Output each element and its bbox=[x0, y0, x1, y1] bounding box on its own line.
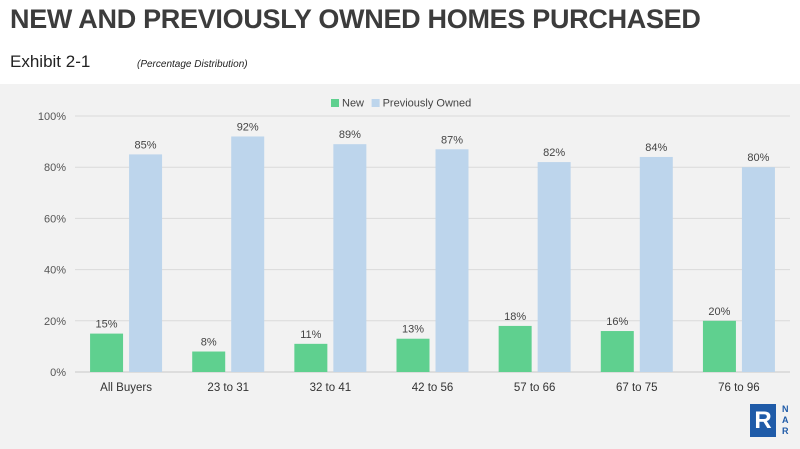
bar bbox=[90, 333, 124, 372]
data-label: 80% bbox=[747, 152, 769, 164]
legend-label: New bbox=[342, 98, 364, 110]
nar-logo-letter-r: R bbox=[782, 426, 790, 436]
nar-logo-text: N A R bbox=[782, 404, 790, 437]
x-tick-label: All Buyers bbox=[100, 382, 152, 394]
data-label: 18% bbox=[504, 311, 526, 323]
x-tick-label: 67 to 75 bbox=[616, 382, 658, 394]
data-label: 11% bbox=[300, 329, 321, 341]
data-label: 20% bbox=[708, 306, 730, 318]
page-title: NEW AND PREVIOUSLY OWNED HOMES PURCHASED bbox=[10, 4, 701, 34]
bar bbox=[435, 149, 469, 372]
data-label: 82% bbox=[543, 147, 565, 159]
bar bbox=[396, 338, 430, 372]
bar-chart: 0% 20% 40% 60% 80% 100% New Previously Owned 15%… bbox=[38, 98, 790, 394]
nar-logo: R N A R bbox=[750, 404, 800, 444]
x-tick-label: 32 to 41 bbox=[310, 382, 352, 394]
y-tick-label: 20% bbox=[44, 316, 66, 328]
chart-panel: 0% 20% 40% 60% 80% 100% New Previously Owned 15%… bbox=[0, 84, 800, 449]
y-tick-label: 60% bbox=[44, 213, 66, 225]
y-tick-label: 80% bbox=[44, 162, 66, 174]
data-label: 8% bbox=[201, 337, 217, 349]
x-tick-label: 57 to 66 bbox=[514, 382, 556, 394]
nar-logo-letter: R bbox=[754, 407, 772, 434]
x-tick-label: 42 to 56 bbox=[412, 382, 454, 394]
y-tick-label: 40% bbox=[44, 265, 66, 277]
bar bbox=[294, 343, 328, 372]
legend-swatch bbox=[371, 99, 380, 107]
exhibit-label: Exhibit 2-1 bbox=[10, 52, 91, 71]
bar bbox=[333, 144, 367, 372]
bar bbox=[639, 156, 673, 372]
data-label: 92% bbox=[237, 121, 259, 133]
data-label: 15% bbox=[96, 319, 118, 331]
bar bbox=[600, 331, 634, 372]
nar-logo-letter-a: A bbox=[782, 415, 790, 425]
nar-logo-letter-n: N bbox=[782, 404, 790, 414]
legend-swatch bbox=[331, 99, 339, 107]
data-label: 85% bbox=[135, 139, 157, 151]
bar bbox=[129, 154, 163, 372]
nar-logo-mark-icon bbox=[750, 404, 776, 437]
bar bbox=[231, 136, 265, 372]
y-tick-label: 0% bbox=[50, 367, 66, 379]
bar bbox=[192, 351, 226, 372]
data-label: 89% bbox=[339, 129, 361, 141]
legend-label: Previously Owned bbox=[383, 98, 472, 110]
bar bbox=[498, 325, 532, 372]
bar bbox=[702, 320, 736, 372]
chart-subtitle: (Percentage Distribution) bbox=[137, 59, 248, 70]
x-tick-label: 76 to 96 bbox=[718, 382, 760, 394]
data-label: 84% bbox=[645, 142, 667, 154]
bar bbox=[537, 162, 571, 372]
data-label: 13% bbox=[402, 324, 424, 336]
x-tick-label: 23 to 31 bbox=[207, 382, 249, 394]
data-label: 16% bbox=[606, 316, 628, 328]
bar bbox=[741, 167, 775, 372]
y-tick-label: 100% bbox=[38, 111, 66, 123]
data-label: 87% bbox=[441, 134, 463, 146]
